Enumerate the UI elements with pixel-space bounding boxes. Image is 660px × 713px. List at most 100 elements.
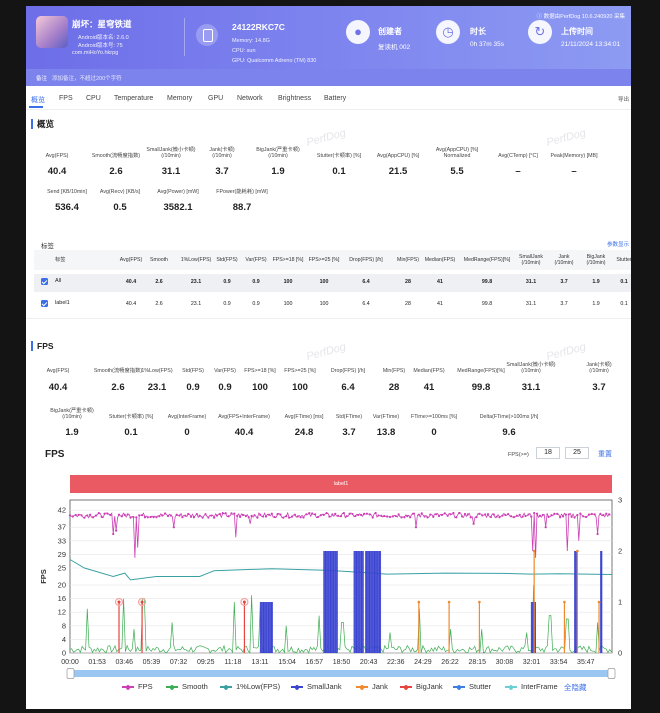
reset-button[interactable]: 重置 <box>598 451 612 458</box>
fps-metric-label: Avg(FPS) <box>46 368 70 374</box>
table-header-cell[interactable]: Jank (/10min) <box>554 254 574 267</box>
table-cell: 100 <box>283 301 293 307</box>
fps-point <box>584 515 588 519</box>
fps-point <box>495 515 498 518</box>
table-header-cell[interactable]: Var(FPS) <box>245 257 267 263</box>
tab-temperature[interactable]: Temperature <box>114 95 154 102</box>
fps-point <box>175 513 178 516</box>
legend-smalljank[interactable]: SmallJank <box>291 682 342 691</box>
fps-point <box>302 516 305 519</box>
fps-point <box>138 514 141 517</box>
tab-cpu[interactable]: CPU <box>86 95 101 102</box>
overview-metric-label: SmallJank(微小卡顿) (/10min) <box>146 146 196 159</box>
tab-overview[interactable]: 概览 <box>31 97 45 104</box>
overview-metric-label: Avg(AppCPU) [%] <box>376 153 420 159</box>
device-name[interactable]: 24122RKC7C <box>232 22 285 32</box>
param-display-link[interactable]: 参数显示 <box>606 242 629 248</box>
fps-point <box>521 515 524 518</box>
jank-point <box>417 600 421 604</box>
fps-point <box>94 514 98 517</box>
table-header-cell[interactable]: Std(FPS) <box>216 257 238 263</box>
fps-point <box>250 514 253 517</box>
tab-gpu[interactable]: GPU <box>208 95 224 102</box>
legend-jank[interactable]: Jank <box>356 682 388 691</box>
fps-point <box>486 513 490 516</box>
fps-metric-label: Stutter(卡顿率) [%] <box>108 414 154 420</box>
fps-point <box>599 512 602 515</box>
jank-point <box>532 549 536 553</box>
fps-point <box>443 512 446 515</box>
fps-threshold-input-2[interactable]: 25 <box>565 447 589 459</box>
device-gpu: GPU: Qualcomm Adreno (TM) 830 <box>232 58 317 64</box>
legend-smooth[interactable]: Smooth <box>166 682 208 691</box>
fps-point <box>362 512 366 515</box>
table-header-cell[interactable]: Avg(FPS) <box>119 257 143 263</box>
fps-point <box>305 513 308 516</box>
fps-point <box>426 516 429 519</box>
table-header-cell[interactable]: Smooth <box>150 257 168 263</box>
x-tick-label: 03:46 <box>116 659 134 666</box>
fps-point <box>550 514 553 517</box>
fps-point <box>593 513 596 516</box>
tab-memory[interactable]: Memory <box>167 95 193 102</box>
legend-fps[interactable]: FPS <box>122 682 153 691</box>
fps-point <box>155 516 158 519</box>
fps-point <box>417 513 420 516</box>
legend-interframe[interactable]: InterFrame <box>505 682 558 691</box>
tab-battery[interactable]: Battery <box>324 95 347 102</box>
table-header-cell[interactable]: SmallJank (/10min) <box>519 254 543 267</box>
export-button[interactable]: 导出 <box>617 97 629 103</box>
range-slider-handle-right[interactable] <box>607 668 616 679</box>
fps-metric-value: 0 <box>431 427 437 438</box>
table-header-cell[interactable]: MedRange(FPS)[%] <box>463 257 511 263</box>
label-bar[interactable]: label1 <box>70 475 612 493</box>
note-input[interactable]: 添加备注，不超过200个字符 <box>52 76 122 82</box>
legend-1pct-low[interactable]: 1%Low(FPS) <box>220 682 280 691</box>
fps-point <box>544 526 547 529</box>
table-header-cell[interactable]: Stutter <box>616 257 631 263</box>
table-header-cell[interactable]: FPS>=25 [%] <box>308 257 340 263</box>
fps-point <box>89 513 92 516</box>
fps-metric-label: FPS>=25 [%] <box>284 368 316 374</box>
fps-point <box>285 515 288 518</box>
table-header-cell[interactable]: Median(FPS) <box>424 257 456 263</box>
table-header-cell[interactable]: 标签 <box>55 257 66 263</box>
overview-metric-label: Stutter(卡顿率) [%] <box>316 153 362 159</box>
fps-point <box>386 515 389 518</box>
fps-point <box>270 512 273 515</box>
table-cell: 100 <box>283 279 293 285</box>
fps-point <box>224 512 227 515</box>
tab-brightness[interactable]: Brightness <box>278 95 312 102</box>
fps-point <box>230 512 233 515</box>
tab-fps[interactable]: FPS <box>59 95 73 102</box>
row-checkbox[interactable] <box>41 300 48 307</box>
fps-metric-label: Min(FPS) <box>382 368 406 374</box>
fps-threshold-input-1[interactable]: 18 <box>536 447 560 459</box>
table-header-cell[interactable]: FPS>=18 [%] <box>272 257 304 263</box>
bigjank-point <box>140 600 144 604</box>
table-cell: 28 <box>405 279 411 285</box>
overview-metric-label: Send [KB/10min] <box>47 189 87 195</box>
fps-metric-label: MedRange(FPS)[%] <box>457 368 505 374</box>
tab-network[interactable]: Network <box>237 95 263 102</box>
x-tick-label: 16:57 <box>306 659 324 666</box>
fps-point <box>587 513 591 516</box>
legend-bigjank[interactable]: BigJank <box>400 682 443 691</box>
fps-metric-value: 6.4 <box>341 382 355 393</box>
fps-point <box>489 515 493 519</box>
app-package: com.miHoYo.hkrpg <box>72 50 119 56</box>
watermark: PerfDog <box>545 340 588 364</box>
table-header-cell[interactable]: Drop(FPS) [/h] <box>349 257 383 263</box>
fps-point <box>143 516 147 519</box>
table-header-cell[interactable]: 1%Low(FPS) <box>180 257 212 263</box>
range-slider-handle-left[interactable] <box>66 668 75 679</box>
range-slider-track[interactable] <box>70 670 612 677</box>
table-header-cell[interactable]: Min(FPS) <box>397 257 419 263</box>
row-checkbox[interactable] <box>41 278 48 285</box>
table-header-cell[interactable]: BigJank (/10min) <box>586 254 606 267</box>
hide-all-button[interactable]: 全隐藏 <box>564 683 587 692</box>
legend-stutter[interactable]: Stutter <box>453 682 491 691</box>
fps-point <box>397 513 400 516</box>
history-icon: ↻ <box>528 20 552 44</box>
